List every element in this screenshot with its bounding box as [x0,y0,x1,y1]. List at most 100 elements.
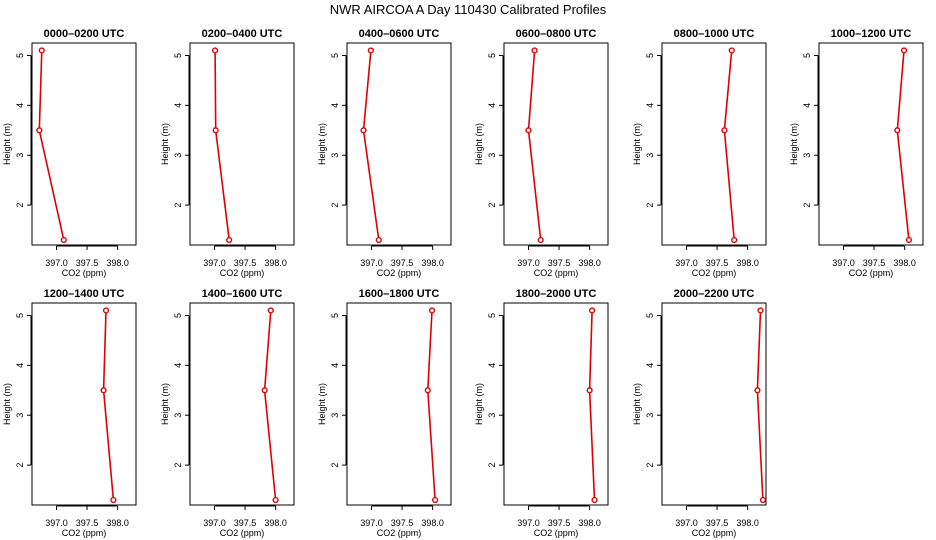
y-tick-label: 3 [802,153,812,158]
panel-title: 1000–1200 UTC [831,28,912,40]
panel-title: 0200–0400 UTC [202,28,283,40]
x-tick-label: 398.0 [421,518,444,528]
y-tick-label: 4 [645,103,655,108]
y-axis-label: Height (m) [317,383,327,425]
x-tick-label: 397.0 [517,258,540,268]
profile-line [723,50,735,241]
x-tick-label: 397.5 [391,258,414,268]
x-axis-label: CO2 (ppm) [534,268,579,278]
x-axis-label: CO2 (ppm) [692,268,737,278]
panel-title: 0800–1000 UTC [674,28,755,40]
x-tick-label: 398.0 [106,258,129,268]
x-axis-label: CO2 (ppm) [220,268,265,278]
x-tick-label: 397.0 [45,258,68,268]
profile-point [525,127,532,134]
profile-point [36,127,43,134]
y-tick-label: 3 [173,413,183,418]
x-tick-label: 398.0 [578,258,601,268]
x-tick-label: 398.0 [736,258,759,268]
y-tick-label: 3 [487,413,497,418]
x-tick-label: 397.5 [706,518,729,528]
y-tick-label: 5 [645,53,655,58]
x-axis-label: CO2 (ppm) [692,528,737,538]
profile-line [362,50,380,241]
y-axis-label: Height (m) [632,123,642,165]
x-tick-label: 397.5 [76,518,99,528]
x-tick-label: 397.0 [675,518,698,528]
x-tick-label: 397.5 [548,518,571,528]
profile-point [431,496,439,504]
panel-title: 1800–2000 UTC [516,288,597,300]
y-tick-label: 5 [173,53,183,58]
plot-frame [503,302,609,506]
profile-point [900,47,908,54]
y-axis-label: Height (m) [160,123,170,165]
plot-frame [346,302,452,506]
plot-frame [346,42,452,246]
profile-line [756,310,764,501]
plot-frame [31,42,137,246]
y-tick-label: 5 [173,313,183,318]
profile-point [212,127,219,134]
plot-frame [189,42,295,246]
profile-point [110,496,117,504]
profile-line [896,50,910,241]
x-axis-label: CO2 (ppm) [377,268,422,278]
x-tick-label: 397.0 [45,518,68,528]
x-tick-label: 397.5 [234,258,257,268]
y-tick-label: 3 [330,153,340,158]
plot-frame [503,42,609,246]
x-axis-label: CO2 (ppm) [62,528,107,538]
panel-title: 1400–1600 UTC [202,288,283,300]
y-tick-label: 4 [487,363,497,368]
x-tick-label: 398.0 [106,518,129,528]
x-tick-label: 397.5 [863,258,886,268]
y-axis-label: Height (m) [474,123,484,165]
x-tick-label: 398.0 [736,518,759,528]
x-axis-label: CO2 (ppm) [62,268,107,278]
plot-frame [189,302,295,506]
x-axis-label: CO2 (ppm) [849,268,894,278]
y-tick-label: 4 [645,363,655,368]
y-tick-label: 2 [173,203,183,208]
y-tick-label: 3 [330,413,340,418]
plot-frame [661,42,767,246]
profile-line [214,50,230,241]
y-tick-label: 2 [173,463,183,468]
x-tick-label: 398.0 [421,258,444,268]
y-tick-label: 2 [645,203,655,208]
y-tick-label: 5 [330,313,340,318]
profile-point [428,307,436,314]
x-axis-label: CO2 (ppm) [220,528,265,538]
y-axis-label: Height (m) [632,383,642,425]
x-tick-label: 397.5 [234,518,257,528]
x-tick-label: 397.0 [360,518,383,528]
profile-point [586,387,593,394]
y-tick-label: 3 [645,153,655,158]
profile-point [905,236,913,244]
y-tick-label: 4 [173,103,183,108]
profile-point [754,387,761,394]
profile-point [367,47,374,54]
panel-title: 0400–0600 UTC [359,28,440,40]
profile-line [263,310,277,501]
profile-point [100,387,107,394]
profile-point [759,496,767,504]
panel-title: 2000–2200 UTC [674,288,755,300]
y-tick-label: 5 [802,53,812,58]
x-tick-label: 397.5 [76,258,99,268]
y-tick-label: 3 [645,413,655,418]
x-tick-label: 397.0 [203,518,226,528]
profile-point [60,236,67,244]
